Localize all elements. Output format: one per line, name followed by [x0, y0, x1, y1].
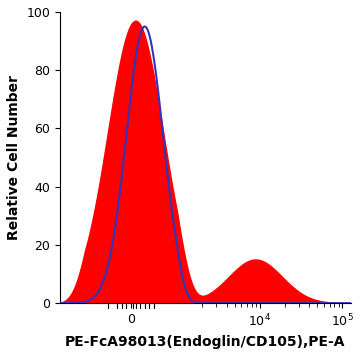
Y-axis label: Relative Cell Number: Relative Cell Number	[7, 75, 21, 240]
X-axis label: PE-FcA98013(Endoglin/CD105),PE-A: PE-FcA98013(Endoglin/CD105),PE-A	[65, 335, 345, 349]
